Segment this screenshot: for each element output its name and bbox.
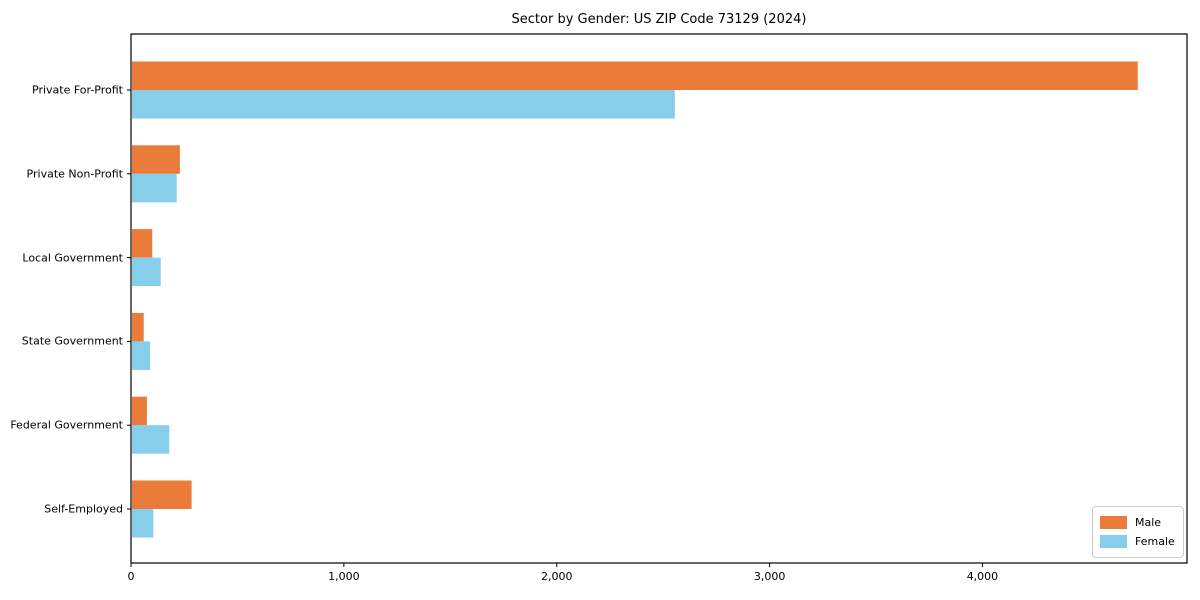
x-tick-label: 3,000 xyxy=(753,570,786,583)
bar-male-5[interactable] xyxy=(132,480,192,510)
x-tick-label: 0 xyxy=(127,570,135,583)
legend-label: Male xyxy=(1135,516,1162,529)
bar-male-4[interactable] xyxy=(132,396,147,426)
x-tick-label: 2,000 xyxy=(540,570,573,583)
category-label: Federal Government xyxy=(10,418,123,432)
legend-item-female: Female xyxy=(1100,532,1175,551)
bar-female-3[interactable] xyxy=(132,341,151,370)
chart-title: Sector by Gender: US ZIP Code 73129 (202… xyxy=(511,12,807,27)
x-tick-label: 4,000 xyxy=(966,570,999,583)
bar-female-1[interactable] xyxy=(132,173,177,203)
category-label: Local Government xyxy=(22,251,123,265)
category-label: Private For-Profit xyxy=(32,83,123,97)
legend-swatch-female xyxy=(1100,535,1127,548)
bar-female-5[interactable] xyxy=(132,509,154,538)
bar-male-2[interactable] xyxy=(132,229,153,258)
bar-female-2[interactable] xyxy=(132,257,161,287)
bar-male-3[interactable] xyxy=(132,312,144,342)
legend-item-male: Male xyxy=(1100,513,1175,532)
category-label: Self-Employed xyxy=(44,502,123,516)
legend: Male Female xyxy=(1092,506,1184,558)
plot-frame xyxy=(130,33,1188,564)
bar-female-4[interactable] xyxy=(132,425,170,454)
category-label: State Government xyxy=(21,334,123,348)
bar-male-1[interactable] xyxy=(132,145,180,174)
legend-swatch-male xyxy=(1100,516,1127,529)
bar-female-0[interactable] xyxy=(132,90,675,119)
category-label: Private Non-Profit xyxy=(26,167,123,181)
x-tick-label: 1,000 xyxy=(328,570,360,583)
bar-male-0[interactable] xyxy=(132,61,1138,91)
legend-label: Female xyxy=(1135,535,1175,548)
